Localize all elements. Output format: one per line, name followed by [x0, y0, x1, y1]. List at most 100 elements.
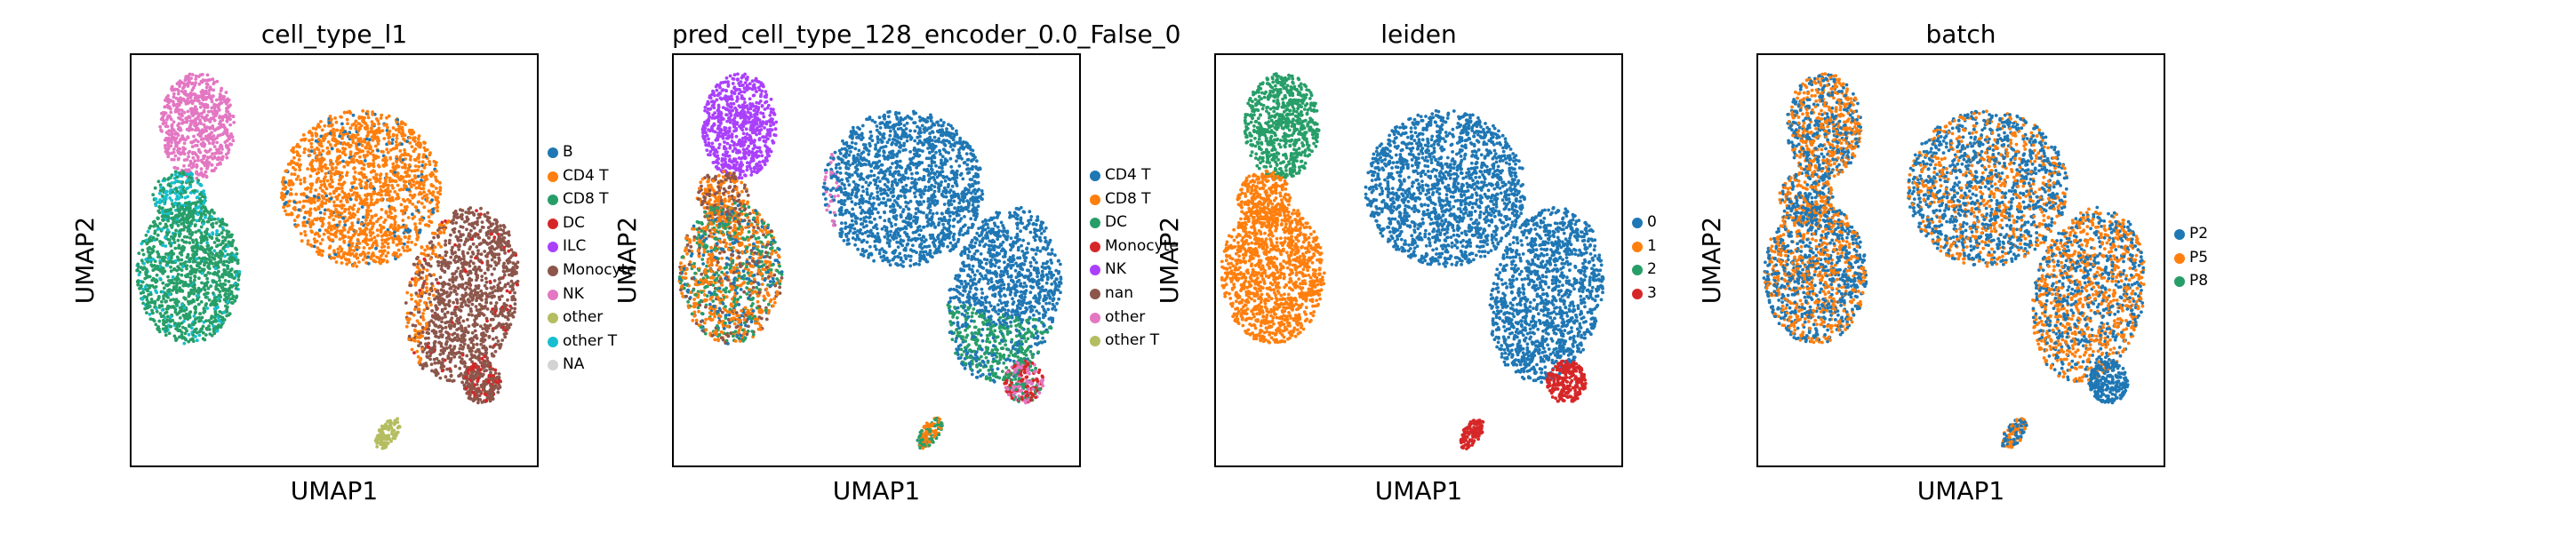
point-cluster	[1488, 205, 1605, 385]
point-cluster	[821, 109, 985, 268]
legend-marker	[1632, 241, 1643, 252]
x-axis-label: UMAP1	[1756, 476, 2165, 505]
legend-item: 3	[1630, 284, 1728, 308]
legend-marker	[1632, 218, 1643, 228]
legend-marker	[1090, 194, 1100, 205]
legend-marker	[1090, 241, 1100, 252]
panel-title: pred_cell_type_128_encoder_0.0_False_0	[672, 20, 1180, 49]
legend-item: CD4 T	[1088, 166, 1186, 190]
panel-title: leiden	[1214, 20, 1623, 49]
x-axis-label: UMAP1	[672, 476, 1081, 505]
legend-marker	[548, 195, 558, 206]
point-cluster	[1364, 108, 1526, 268]
scatter-points	[677, 72, 1063, 450]
legend-label: DC	[1105, 213, 1127, 231]
legend-marker	[1090, 312, 1100, 323]
legend: P2 P5 P8	[2172, 225, 2270, 296]
panel-cell-type-l1: cell_type_l1 UMAP2 UMAP1 B CD4 T CD8 T DC IL…	[0, 0, 636, 533]
legend-item: DC	[1088, 213, 1186, 237]
legend-marker	[1632, 288, 1643, 299]
plot-area	[672, 53, 1081, 467]
legend-label: nan	[1105, 284, 1133, 302]
legend-marker	[1632, 265, 1643, 276]
legend-label: DC	[563, 214, 585, 232]
legend-item: NK	[1088, 260, 1186, 284]
legend-label: B	[563, 143, 573, 161]
legend-marker	[548, 147, 558, 158]
legend-label: CD8 T	[563, 190, 609, 208]
legend-item: DC	[546, 214, 644, 238]
legend-label: other T	[1105, 331, 1159, 349]
point-cluster	[1243, 72, 1321, 180]
legend-item: NK	[546, 285, 644, 309]
x-axis-label: UMAP1	[130, 476, 539, 505]
scatter-points	[1220, 72, 1605, 450]
point-cluster	[1459, 418, 1485, 450]
x-axis-label: UMAP1	[1214, 476, 1623, 505]
point-cluster	[1762, 200, 1868, 345]
legend-label: 3	[1647, 284, 1657, 302]
point-cluster	[2031, 205, 2146, 384]
point-cluster	[373, 417, 402, 450]
plot-area	[130, 53, 539, 467]
legend-label: CD8 T	[1105, 190, 1151, 208]
legend-item: P5	[2172, 249, 2270, 273]
legend: CD4 T CD8 T DC Monocyte NK nan other other T	[1088, 166, 1186, 355]
legend-label: other	[563, 308, 603, 326]
legend-marker	[1090, 336, 1100, 347]
legend-label: other T	[563, 332, 617, 350]
legend-item: 2	[1630, 260, 1728, 284]
point-cluster	[135, 201, 242, 346]
panel-title: batch	[1756, 20, 2165, 49]
panel-pred-cell-type: pred_cell_type_128_encoder_0.0_False_0 U…	[542, 0, 1180, 533]
legend-item: CD8 T	[1088, 190, 1186, 214]
point-cluster	[1907, 109, 2068, 268]
legend-item: Monocyte	[1088, 237, 1186, 261]
y-axis-label: UMAP2	[70, 171, 100, 349]
legend-label: 2	[1647, 260, 1657, 278]
legend-marker	[548, 171, 558, 182]
point-cluster	[460, 359, 503, 405]
legend-marker	[1090, 265, 1100, 276]
legend-label: CD4 T	[563, 167, 609, 185]
legend-marker	[2174, 252, 2185, 264]
y-axis-label: UMAP2	[1155, 171, 1185, 349]
legend-item: CD4 T	[546, 167, 644, 191]
legend-label: P5	[2189, 249, 2208, 266]
legend-item: other	[546, 308, 644, 332]
y-axis-label: UMAP2	[612, 171, 643, 349]
point-cluster	[677, 201, 784, 346]
legend-item: B	[546, 143, 644, 167]
scatter-points	[135, 72, 520, 450]
legend-label: Monocyte	[563, 261, 636, 279]
point-cluster	[279, 109, 443, 268]
point-cluster	[700, 72, 779, 181]
point-cluster	[2087, 360, 2130, 405]
legend-item: 1	[1630, 237, 1728, 261]
point-cluster	[158, 72, 236, 181]
legend-marker	[548, 265, 558, 276]
legend-marker	[1090, 171, 1100, 181]
legend-label: other	[1105, 308, 1145, 326]
plot-area	[1214, 53, 1623, 467]
legend-item: P2	[2172, 225, 2270, 249]
legend-label: Monocyte	[1105, 237, 1179, 255]
legend-item: NA	[546, 355, 644, 379]
legend-item: P8	[2172, 272, 2270, 296]
legend-item: ILC	[546, 237, 644, 261]
scatter-points	[1762, 72, 2146, 449]
legend-marker	[1090, 218, 1100, 229]
legend: 0 1 2 3	[1630, 213, 1728, 307]
legend-label: NA	[563, 355, 584, 373]
plot-area	[1756, 53, 2165, 467]
legend: B CD4 T CD8 T DC ILC Monocyte NK other other T NA	[546, 143, 644, 379]
legend-marker	[2174, 229, 2185, 240]
legend-item: Monocyte	[546, 261, 644, 285]
legend-item: other	[1088, 308, 1186, 332]
point-cluster	[1003, 359, 1045, 405]
point-cluster	[916, 416, 944, 450]
legend-label: NK	[1105, 260, 1126, 278]
point-cluster	[1545, 359, 1588, 403]
legend-marker	[1090, 288, 1100, 299]
